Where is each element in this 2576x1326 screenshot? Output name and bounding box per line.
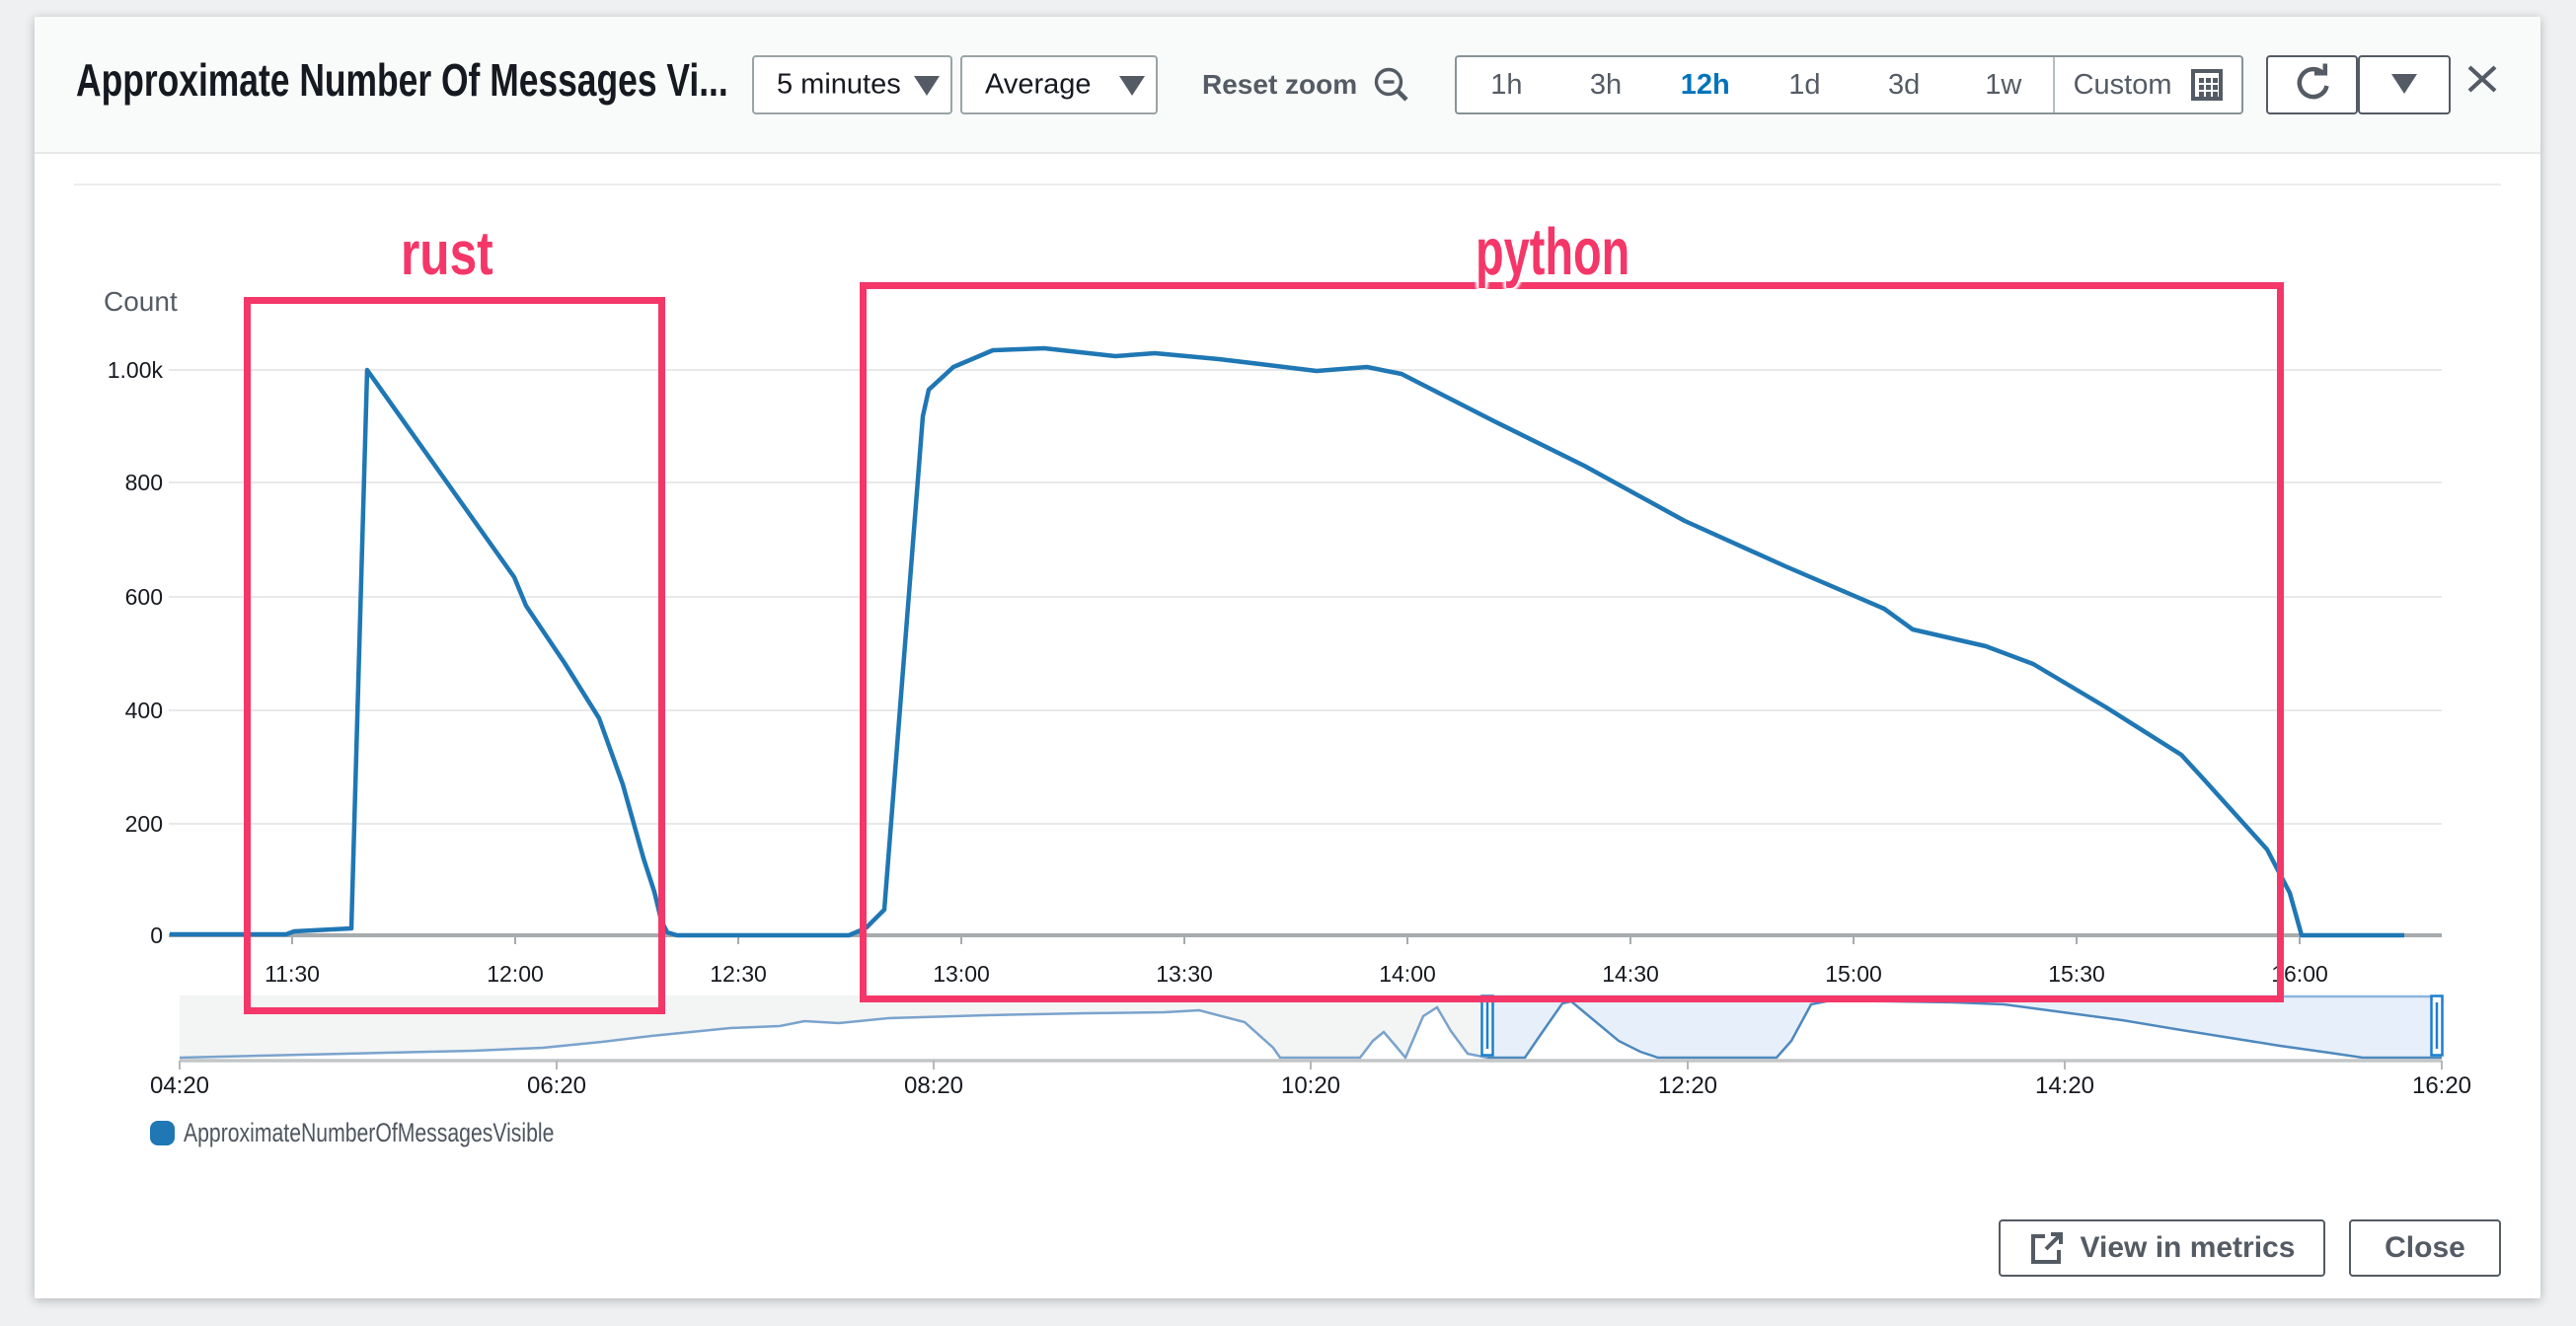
svg-text:06:20: 06:20 — [527, 1072, 586, 1099]
svg-text:14:30: 14:30 — [1602, 961, 1659, 987]
svg-text:1.00k: 1.00k — [108, 357, 164, 383]
svg-text:14:00: 14:00 — [1379, 961, 1436, 987]
svg-text:15:00: 15:00 — [1825, 961, 1882, 987]
svg-text:16:20: 16:20 — [2412, 1072, 2471, 1099]
svg-text:400: 400 — [125, 698, 163, 723]
svg-text:12:20: 12:20 — [1658, 1072, 1717, 1099]
svg-text:Count: Count — [104, 286, 178, 317]
svg-text:13:30: 13:30 — [1156, 961, 1213, 987]
svg-text:11:30: 11:30 — [265, 961, 320, 987]
svg-text:0: 0 — [150, 922, 163, 948]
svg-text:12:30: 12:30 — [710, 961, 767, 987]
svg-text:13:00: 13:00 — [933, 961, 990, 987]
svg-text:200: 200 — [125, 811, 163, 837]
svg-text:14:20: 14:20 — [2035, 1072, 2094, 1099]
svg-text:04:20: 04:20 — [150, 1072, 209, 1099]
svg-text:08:20: 08:20 — [904, 1072, 963, 1099]
svg-text:800: 800 — [125, 470, 163, 495]
svg-text:12:00: 12:00 — [487, 961, 544, 987]
svg-text:600: 600 — [125, 584, 163, 610]
svg-text:10:20: 10:20 — [1281, 1072, 1340, 1099]
svg-text:15:30: 15:30 — [2048, 961, 2105, 987]
